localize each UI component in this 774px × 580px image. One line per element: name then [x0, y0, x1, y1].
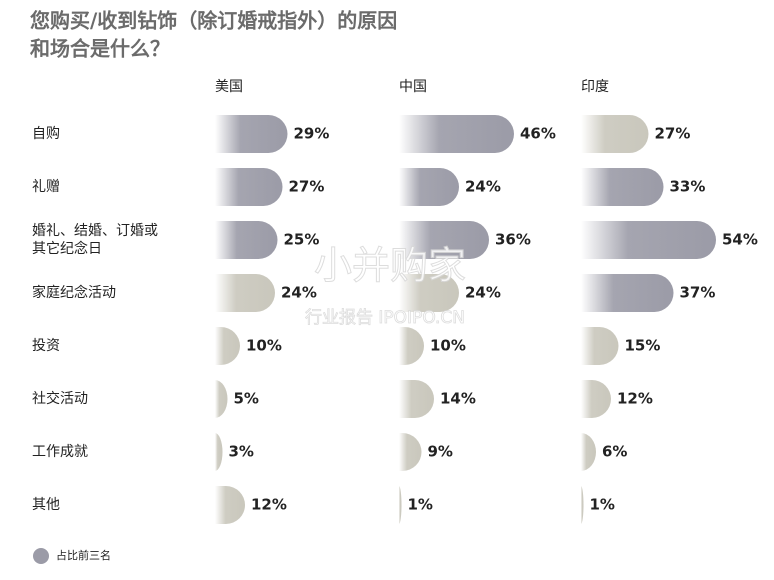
value-label: 29%	[294, 125, 330, 143]
bar	[215, 486, 245, 524]
bar	[215, 274, 275, 312]
chart-title: 您购买/收到钻饰（除订婚戒指外）的原因	[30, 9, 397, 33]
bar	[399, 433, 422, 471]
value-label: 14%	[440, 390, 476, 408]
bar	[399, 115, 514, 153]
category-label: 投资	[32, 338, 60, 354]
value-label: 12%	[617, 390, 653, 408]
category-label: 礼赠	[32, 179, 60, 195]
value-label: 3%	[229, 443, 254, 461]
value-label: 15%	[625, 337, 661, 355]
chart-title: 和场合是什么？	[30, 37, 170, 61]
value-label: 9%	[428, 443, 453, 461]
bar	[399, 327, 424, 365]
series-label: 印度	[581, 79, 609, 95]
bar	[399, 486, 402, 524]
category-label: 社交活动	[32, 390, 88, 407]
value-label: 27%	[655, 125, 691, 143]
value-label: 1%	[590, 496, 615, 514]
category-label: 婚礼、结婚、订婚或其它纪念日	[32, 223, 158, 257]
value-label: 27%	[289, 178, 325, 196]
bar	[215, 221, 278, 259]
bar	[581, 327, 619, 365]
bar	[399, 221, 489, 259]
legend-swatch	[33, 548, 49, 564]
bar	[581, 486, 584, 524]
value-label: 1%	[408, 496, 433, 514]
legend-label: 占比前三名	[56, 548, 111, 562]
value-label: 54%	[722, 231, 758, 249]
category-label: 家庭纪念活动	[32, 284, 116, 301]
category-label: 自购	[32, 126, 60, 142]
series-label: 中国	[399, 79, 427, 95]
bar	[581, 380, 611, 418]
bar	[399, 380, 434, 418]
value-label: 12%	[251, 496, 287, 514]
bar	[215, 168, 283, 206]
bar	[215, 380, 228, 418]
bar	[581, 433, 596, 471]
value-label: 24%	[281, 284, 317, 302]
value-label: 10%	[430, 337, 466, 355]
watermark: 行业报告 IPOIPO.CN	[305, 308, 465, 328]
bar	[581, 274, 674, 312]
bar	[581, 221, 716, 259]
series-label: 美国	[215, 79, 243, 95]
value-label: 24%	[465, 284, 501, 302]
category-label: 其他	[32, 497, 60, 513]
value-label: 5%	[234, 390, 259, 408]
category-label: 工作成就	[32, 444, 88, 460]
bar	[581, 115, 649, 153]
value-label: 33%	[670, 178, 706, 196]
value-label: 6%	[602, 443, 627, 461]
bar	[399, 274, 459, 312]
bar	[215, 115, 288, 153]
bar	[215, 327, 240, 365]
value-label: 36%	[495, 231, 531, 249]
value-label: 25%	[284, 231, 320, 249]
value-label: 24%	[465, 178, 501, 196]
bar	[215, 433, 223, 471]
value-label: 46%	[520, 125, 556, 143]
bar	[581, 168, 664, 206]
bar	[399, 168, 459, 206]
value-label: 10%	[246, 337, 282, 355]
watermark: 小并购家	[314, 244, 466, 288]
value-label: 37%	[680, 284, 716, 302]
